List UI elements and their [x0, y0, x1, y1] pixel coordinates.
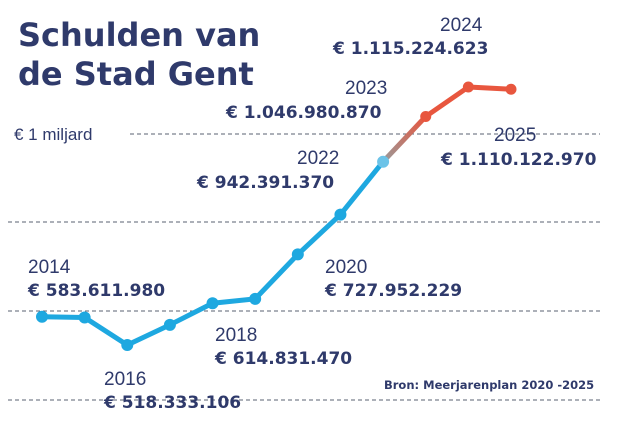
series-segment-2017	[167, 300, 216, 328]
value-label-2016: € 518.333.106	[103, 393, 241, 413]
series-segment-2016	[124, 322, 173, 348]
data-point-2021	[334, 208, 347, 221]
series-segment-2015	[82, 314, 130, 348]
year-label-2025: 2025	[494, 125, 536, 146]
series-segment-2024	[465, 84, 514, 92]
series-segment-2020	[295, 212, 343, 257]
year-label-2023: 2023	[345, 78, 387, 99]
data-point-2018	[206, 297, 219, 310]
series-segment-2019	[252, 251, 301, 302]
value-label-2018: € 614.831.470	[214, 349, 352, 369]
year-label-2016: 2016	[104, 369, 146, 390]
data-point-2019	[249, 292, 262, 305]
chart-title-line-1: Schulden van	[18, 16, 260, 54]
data-point-2024	[462, 81, 474, 93]
source-note: Bron: Meerjarenplan 2020 -2025	[384, 378, 594, 392]
data-point-2014	[36, 310, 48, 323]
data-point-2016	[121, 339, 134, 351]
year-label-2020: 2020	[325, 257, 367, 278]
series-segment-2014	[39, 314, 88, 320]
year-label-2024: 2024	[440, 15, 483, 36]
value-label-2020: € 727.952.229	[324, 281, 462, 301]
data-point-2017	[163, 318, 176, 331]
debt-series	[36, 81, 517, 351]
data-point-2015	[78, 311, 91, 324]
series-segment-2018	[210, 296, 258, 306]
value-label-2023: € 1.046.980.870	[225, 103, 382, 123]
data-point-2022	[377, 155, 390, 168]
value-label-2022: € 942.391.370	[196, 173, 334, 193]
data-point-2023	[420, 110, 432, 122]
value-label-2025: € 1.110.122.970	[440, 150, 597, 170]
series-segment-2023	[423, 84, 471, 119]
chart-title-line-2: de Stad Gent	[18, 55, 254, 93]
value-label-2014: € 583.611.980	[27, 281, 165, 301]
year-label-2022: 2022	[297, 148, 339, 169]
value-label-2024: € 1.115.224.623	[332, 39, 488, 59]
year-label-2018: 2018	[215, 325, 257, 346]
year-label-2014: 2014	[28, 257, 71, 278]
series-segment-2022	[380, 113, 429, 165]
data-point-2020	[291, 248, 304, 261]
reference-line-label: € 1 miljard	[14, 125, 92, 144]
series-segment-2021	[337, 159, 386, 218]
data-point-2025	[505, 83, 517, 95]
